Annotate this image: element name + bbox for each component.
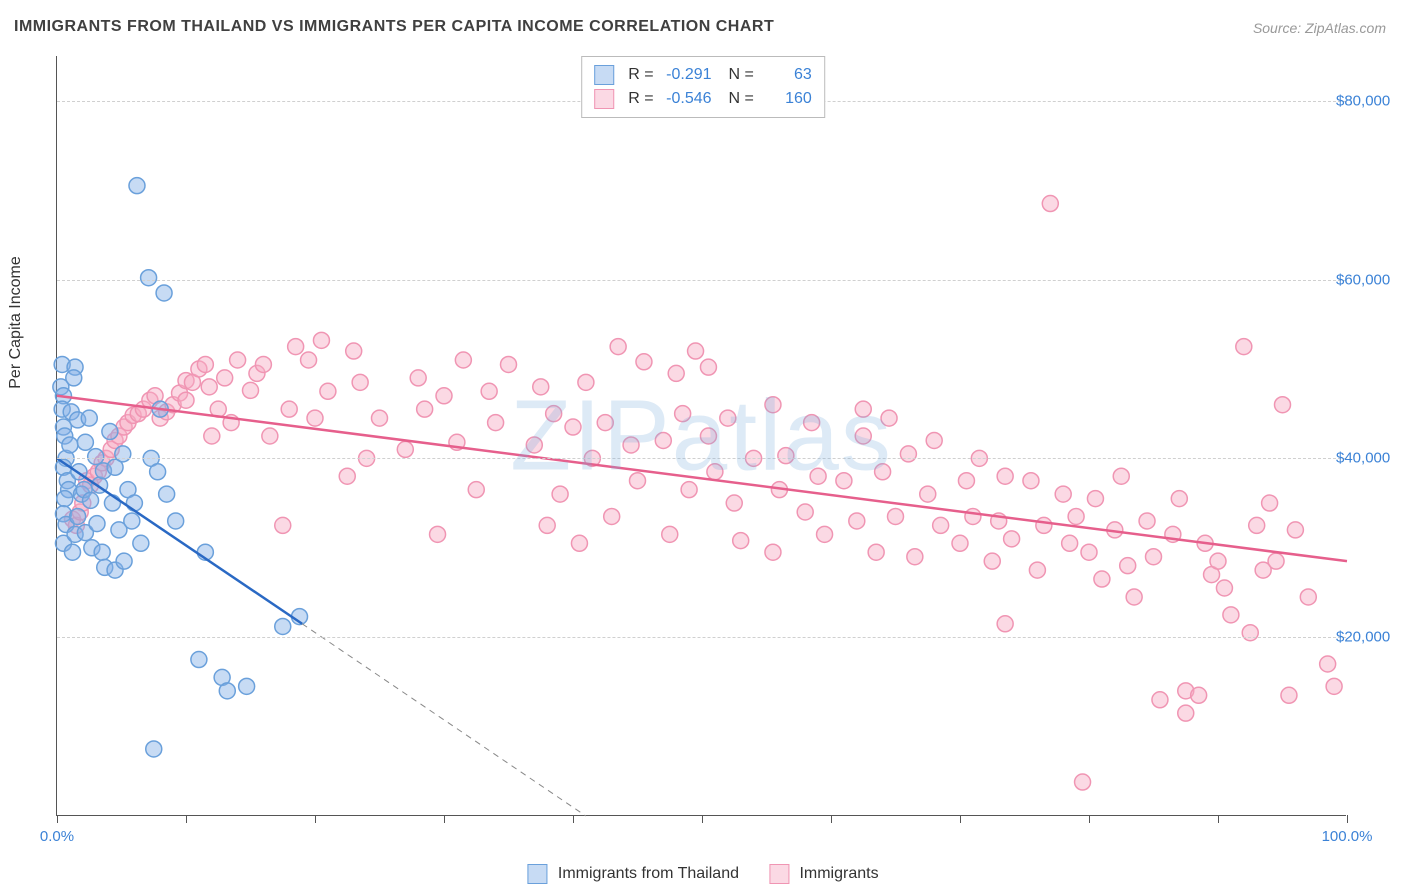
stats-legend-box: R = -0.291 N = 63 R = -0.546 N = 160	[581, 56, 825, 118]
source-attribution: Source: ZipAtlas.com	[1253, 20, 1386, 36]
y-tick-label: $60,000	[1336, 271, 1406, 288]
stats-row-thailand: R = -0.291 N = 63	[594, 63, 812, 87]
x-tick-label: 100.0%	[1322, 828, 1373, 845]
legend-label-immigrants: Immigrants	[799, 865, 878, 882]
n-value-thailand: 63	[762, 66, 812, 84]
n-value-immigrants: 160	[762, 90, 812, 108]
chart-container: IMMIGRANTS FROM THAILAND VS IMMIGRANTS P…	[0, 0, 1406, 892]
legend-label-thailand: Immigrants from Thailand	[558, 865, 739, 882]
n-label: N =	[720, 66, 754, 84]
swatch-immigrants	[594, 89, 614, 109]
legend-item-thailand: Immigrants from Thailand	[527, 864, 739, 884]
n-label: N =	[720, 90, 754, 108]
swatch-thailand	[594, 65, 614, 85]
scatter-svg	[57, 56, 1346, 815]
y-tick-label: $20,000	[1336, 629, 1406, 646]
y-tick-label: $80,000	[1336, 92, 1406, 109]
x-tick-label: 0.0%	[40, 828, 74, 845]
y-tick-label: $40,000	[1336, 450, 1406, 467]
r-value-immigrants: -0.546	[662, 90, 712, 108]
y-axis-label: Per Capita Income	[7, 256, 25, 389]
legend-swatch-immigrants	[769, 864, 789, 884]
r-value-thailand: -0.291	[662, 66, 712, 84]
chart-title: IMMIGRANTS FROM THAILAND VS IMMIGRANTS P…	[14, 18, 774, 36]
r-label: R =	[628, 66, 653, 84]
bottom-legend: Immigrants from Thailand Immigrants	[527, 864, 878, 884]
legend-swatch-thailand	[527, 864, 547, 884]
r-label: R =	[628, 90, 653, 108]
legend-item-immigrants: Immigrants	[769, 864, 879, 884]
stats-row-immigrants: R = -0.546 N = 160	[594, 87, 812, 111]
plot-area: ZIPatlas $20,000$40,000$60,000$80,0000.0…	[56, 56, 1346, 816]
